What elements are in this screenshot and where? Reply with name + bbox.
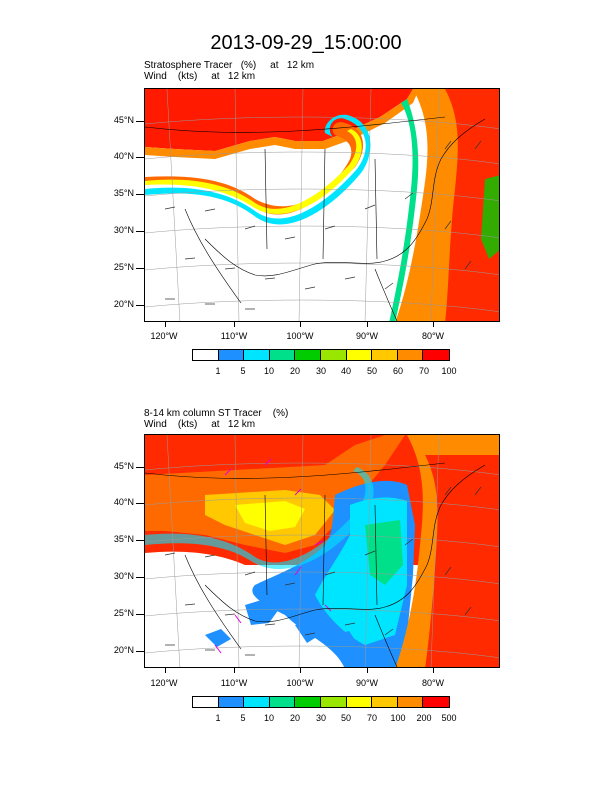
p1-lat-tick bbox=[136, 305, 144, 306]
p1-lon-tick bbox=[300, 322, 301, 327]
p2-lat-tick bbox=[136, 503, 144, 504]
p1-lat-tick bbox=[136, 121, 144, 122]
colorbar-box bbox=[320, 697, 347, 707]
colorbar-box bbox=[423, 697, 449, 707]
p1-lon-label: 120°W bbox=[150, 331, 178, 341]
colorbar-box bbox=[244, 697, 270, 707]
p2-colorbar-label: 20 bbox=[289, 713, 300, 723]
p2-colorbar-label: 50 bbox=[340, 713, 351, 723]
p2-colorbar-label: 10 bbox=[263, 713, 274, 723]
p2-lat-tick bbox=[136, 540, 144, 541]
p1-lat-label: 20°N bbox=[113, 299, 134, 309]
p1-colorbar-label: 1 bbox=[215, 366, 221, 376]
colorbar-box bbox=[269, 350, 296, 360]
p1-lat-tick bbox=[136, 231, 144, 232]
colorbar-box bbox=[423, 350, 449, 360]
colorbar-box bbox=[269, 697, 296, 707]
p2-lon-label: 90°W bbox=[355, 678, 379, 688]
p1-colorbar-label: 5 bbox=[240, 366, 246, 376]
p1-lat-tick bbox=[136, 268, 144, 269]
p2-lon-tick bbox=[165, 668, 166, 673]
p2-colorbar-label: 200 bbox=[416, 713, 432, 723]
p2-lat-label: 30°N bbox=[113, 571, 134, 581]
colorbar-box bbox=[193, 350, 219, 360]
colorbar-box bbox=[372, 350, 398, 360]
colorbar-box bbox=[193, 697, 219, 707]
p1-lat-tick bbox=[136, 157, 144, 158]
p2-lon-tick bbox=[367, 668, 368, 673]
p2-lat-label: 35°N bbox=[113, 534, 134, 544]
p1-lon-tick bbox=[433, 322, 434, 327]
p1-lon-label: 90°W bbox=[355, 331, 379, 341]
p1-lon-tick bbox=[165, 322, 166, 327]
p2-colorbar-label: 500 bbox=[441, 713, 457, 723]
panel2-map-svg bbox=[145, 435, 499, 667]
panel1-subtitle: Wind (kts) at 12 km bbox=[144, 71, 256, 82]
panel2-subtitle: Wind (kts) at 12 km bbox=[144, 419, 256, 430]
p2-colorbar-label: 100 bbox=[390, 713, 406, 723]
p1-colorbar-label: 100 bbox=[441, 366, 457, 376]
colorbar-box bbox=[218, 350, 245, 360]
p2-lat-tick bbox=[136, 467, 144, 468]
colorbar-box bbox=[320, 350, 347, 360]
panel1-map bbox=[144, 88, 500, 322]
p1-lon-label: 110°W bbox=[220, 331, 248, 341]
page-title: 2013-09-29_15:00:00 bbox=[210, 32, 402, 54]
p2-lat-label: 45°N bbox=[113, 461, 134, 471]
colorbar-box bbox=[218, 697, 245, 707]
colorbar-box bbox=[244, 350, 270, 360]
p1-lat-tick bbox=[136, 194, 144, 195]
p2-lon-tick bbox=[433, 668, 434, 673]
p2-lon-label: 80°W bbox=[421, 678, 445, 688]
p1-lon-label: 80°W bbox=[421, 331, 445, 341]
p1-lon-tick bbox=[234, 322, 235, 327]
p1-lon-label: 100°W bbox=[286, 331, 314, 341]
colorbar-box bbox=[397, 350, 424, 360]
colorbar-box bbox=[295, 350, 321, 360]
p2-lat-label: 25°N bbox=[113, 608, 134, 618]
p2-colorbar-label: 70 bbox=[366, 713, 377, 723]
p1-lat-label: 35°N bbox=[113, 188, 134, 198]
p2-lat-label: 40°N bbox=[113, 497, 134, 507]
colorbar-box bbox=[346, 350, 373, 360]
p2-lat-tick bbox=[136, 577, 144, 578]
p1-colorbar-label: 20 bbox=[289, 366, 300, 376]
p1-lon-tick bbox=[367, 322, 368, 327]
p2-colorbar-label: 1 bbox=[215, 713, 221, 723]
panel2-map bbox=[144, 434, 500, 668]
p1-lat-label: 45°N bbox=[113, 115, 134, 125]
p1-colorbar-label: 70 bbox=[418, 366, 429, 376]
p2-lat-tick bbox=[136, 651, 144, 652]
p2-colorbar-label: 30 bbox=[315, 713, 326, 723]
p1-lat-label: 30°N bbox=[113, 225, 134, 235]
p2-lon-label: 120°W bbox=[150, 678, 178, 688]
panel2-title: 8-14 km column ST Tracer (%) bbox=[144, 408, 289, 419]
p1-colorbar-label: 10 bbox=[263, 366, 274, 376]
p2-lon-label: 110°W bbox=[220, 678, 248, 688]
p2-lon-label: 100°W bbox=[286, 678, 314, 688]
colorbar-box bbox=[295, 697, 321, 707]
p2-lat-label: 20°N bbox=[113, 645, 134, 655]
colorbar-box bbox=[346, 697, 373, 707]
p1-colorbar-label: 50 bbox=[366, 366, 377, 376]
p1-colorbar-label: 40 bbox=[340, 366, 351, 376]
panel2-colorbar bbox=[192, 696, 450, 708]
panel1-colorbar bbox=[192, 349, 450, 361]
panel1-map-svg bbox=[145, 89, 499, 321]
p2-lat-tick bbox=[136, 614, 144, 615]
p2-colorbar-label: 5 bbox=[240, 713, 246, 723]
panel1-title: Stratosphere Tracer (%) at 12 km bbox=[144, 60, 315, 71]
p2-lon-tick bbox=[234, 668, 235, 673]
p1-colorbar-label: 60 bbox=[392, 366, 403, 376]
p1-lat-label: 40°N bbox=[113, 151, 134, 161]
p1-colorbar-label: 30 bbox=[315, 366, 326, 376]
p1-lat-label: 25°N bbox=[113, 262, 134, 272]
p2-lon-tick bbox=[300, 668, 301, 673]
colorbar-box bbox=[397, 697, 424, 707]
colorbar-box bbox=[372, 697, 398, 707]
